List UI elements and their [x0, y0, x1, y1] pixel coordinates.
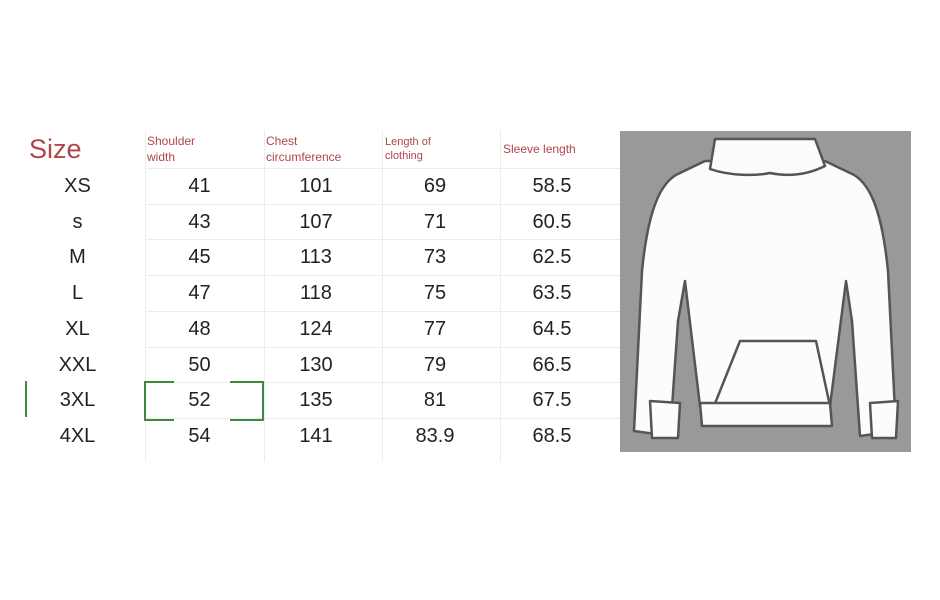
header-length-of-clothing: Length of clothing: [385, 136, 431, 162]
cell-sleeve[interactable]: 66.5: [532, 353, 572, 376]
table-row: 3XL 52 135 81 67.5: [25, 382, 620, 418]
table-row: XS 41 101 69 58.5: [25, 168, 620, 204]
cell-sleeve[interactable]: 67.5: [532, 389, 572, 412]
cell-sleeve[interactable]: 64.5: [532, 317, 572, 340]
cell-length[interactable]: 73: [423, 246, 447, 269]
table-row: s 43 107 71 60.5: [25, 203, 620, 240]
cell-sleeve[interactable]: 58.5: [532, 175, 572, 197]
table-row: XXL 50 130 79 66.5: [25, 346, 620, 383]
cell-selection: [144, 381, 264, 421]
cell-size[interactable]: M: [69, 246, 86, 269]
size-chart-table: Size Shoulder width Chest circumference Le…: [25, 130, 620, 462]
cell-size[interactable]: XS: [64, 175, 91, 197]
cell-shoulder[interactable]: 47: [188, 282, 211, 305]
header-sleeve-length: Sleeve length: [503, 142, 576, 156]
cell-chest[interactable]: 107: [299, 210, 333, 233]
cell-length[interactable]: 69: [423, 175, 447, 197]
table-row: XL 48 124 77 64.5: [25, 310, 620, 347]
cell-size[interactable]: 3XL: [59, 389, 96, 412]
cell-size[interactable]: 4XL: [59, 424, 96, 447]
header-chest-circumference: Chest circumference: [266, 134, 342, 164]
cell-sleeve[interactable]: 68.5: [532, 424, 572, 447]
cell-chest[interactable]: 130: [299, 353, 333, 376]
cell-length[interactable]: 75: [423, 282, 447, 305]
cell-shoulder[interactable]: 45: [188, 246, 211, 269]
cell-chest[interactable]: 141: [299, 424, 333, 447]
cell-shoulder[interactable]: 48: [188, 317, 211, 340]
cell-chest[interactable]: 118: [300, 282, 332, 305]
cell-length[interactable]: 83.9: [415, 424, 455, 447]
cell-sleeve[interactable]: 62.5: [532, 246, 572, 269]
header-shoulder-width: Shoulder width: [147, 134, 196, 164]
cell-shoulder[interactable]: 41: [188, 175, 211, 197]
cell-chest[interactable]: 113: [300, 246, 332, 269]
cell-shoulder[interactable]: 52: [188, 389, 211, 412]
cell-sleeve[interactable]: 60.5: [532, 210, 572, 233]
cell-chest[interactable]: 124: [299, 317, 333, 340]
cell-size[interactable]: XXL: [58, 353, 97, 376]
cell-length[interactable]: 71: [423, 210, 447, 233]
cell-chest[interactable]: 135: [299, 389, 333, 412]
header-size: Size: [29, 134, 82, 164]
cell-length[interactable]: 81: [423, 389, 447, 412]
hoodie-image: [620, 131, 911, 452]
cell-shoulder[interactable]: 54: [188, 424, 211, 447]
cell-size[interactable]: XL: [65, 317, 90, 340]
row-marker: [25, 381, 27, 417]
cell-length[interactable]: 79: [423, 353, 447, 376]
cell-chest[interactable]: 101: [299, 175, 333, 197]
cell-size[interactable]: s: [72, 210, 83, 233]
table-row: 4XL 54 141 83.9 68.5: [25, 417, 620, 454]
table-row: M 45 113 73 62.5: [25, 239, 620, 275]
cell-sleeve[interactable]: 63.5: [532, 282, 572, 305]
table-row: L 47 118 75 63.5: [25, 275, 620, 311]
cell-shoulder[interactable]: 43: [188, 210, 211, 233]
cell-length[interactable]: 77: [423, 317, 447, 340]
cell-size[interactable]: L: [71, 282, 84, 305]
hoodie-icon: [632, 137, 900, 440]
cell-shoulder[interactable]: 50: [188, 353, 211, 376]
